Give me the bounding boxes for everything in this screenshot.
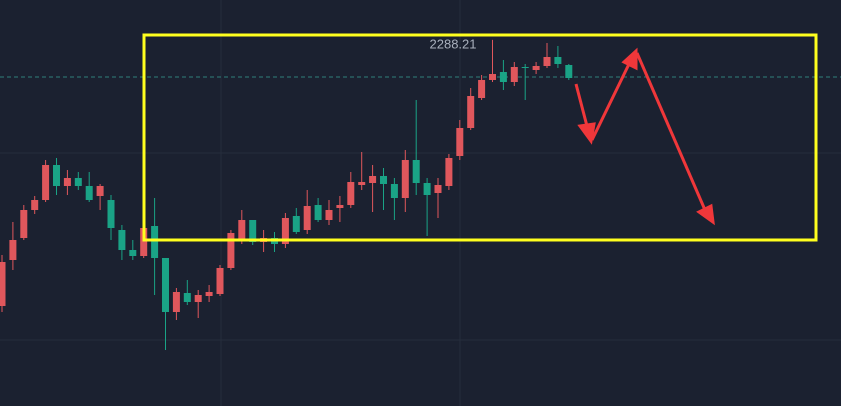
- candle-body: [292, 216, 300, 232]
- candle-body: [336, 205, 344, 208]
- candle-body: [314, 205, 322, 220]
- candle-body: [412, 160, 420, 183]
- candle-body: [74, 178, 82, 186]
- candle-body: [107, 200, 115, 228]
- candle-body: [183, 293, 191, 302]
- candle-body: [151, 226, 159, 258]
- candle-body: [499, 72, 507, 82]
- candle-body: [118, 230, 126, 250]
- candle-body: [478, 80, 486, 98]
- candle-body: [0, 262, 6, 306]
- plot: [0, 39, 841, 350]
- candle-body: [96, 186, 104, 196]
- candle-body: [63, 178, 71, 186]
- candle-body: [565, 65, 573, 78]
- candle-body: [140, 228, 148, 256]
- candle-body: [216, 268, 224, 294]
- candle-body: [543, 57, 551, 66]
- candle-body: [489, 74, 496, 80]
- candle-body: [162, 258, 169, 312]
- candle-body: [238, 220, 246, 240]
- candle-body: [423, 183, 431, 195]
- candle-body: [467, 96, 475, 128]
- candle-body: [380, 176, 387, 184]
- candle-body: [129, 250, 137, 256]
- candle-body: [532, 66, 540, 70]
- candle-body: [9, 240, 17, 260]
- candle-body: [510, 67, 518, 82]
- candle-body: [53, 165, 60, 186]
- candle-body: [281, 218, 289, 244]
- candle-body: [227, 233, 235, 268]
- candle-body: [347, 182, 355, 205]
- candle-body: [85, 186, 93, 200]
- candle-body: [456, 128, 464, 156]
- candle-body: [20, 210, 28, 238]
- candle-body: [42, 165, 50, 200]
- candle-body: [31, 200, 39, 210]
- candle-body: [249, 220, 257, 242]
- candle-body: [554, 57, 562, 64]
- candle-body: [194, 295, 202, 302]
- candle-body: [521, 67, 529, 68]
- high-price-label: 2288.21: [430, 36, 477, 51]
- candle-body: [358, 182, 366, 185]
- highlight-box: [142, 33, 818, 242]
- candle-body: [303, 206, 311, 230]
- arrows: [574, 47, 715, 226]
- candle-body: [369, 176, 377, 183]
- candle-body: [434, 185, 442, 193]
- candle-body: [172, 292, 180, 312]
- candle-body: [445, 158, 453, 186]
- candle-body: [390, 184, 398, 198]
- candle-body: [401, 160, 409, 198]
- candle-body: [325, 210, 333, 220]
- candle-body: [205, 292, 213, 296]
